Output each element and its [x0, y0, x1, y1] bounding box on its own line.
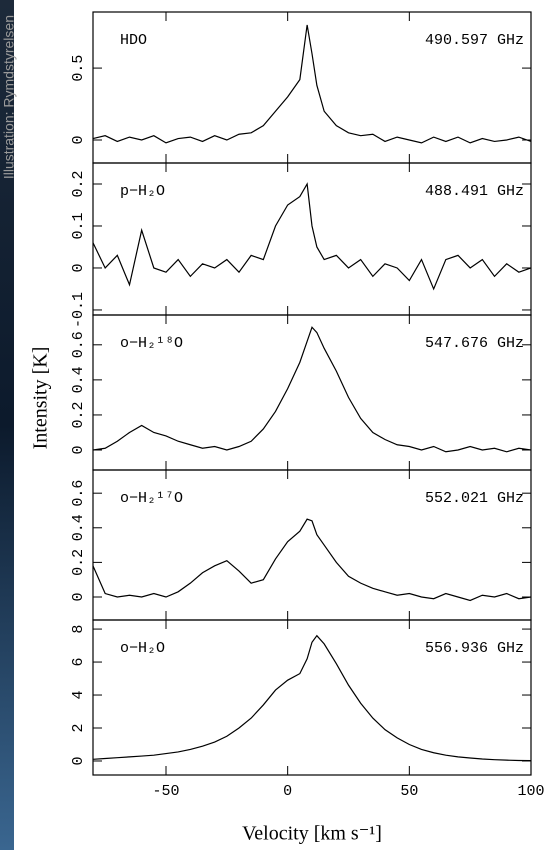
- panel-title: o−H₂¹⁸O: [120, 335, 183, 352]
- spectrum-line: [92, 326, 532, 453]
- y-tick-label: 0: [70, 592, 87, 601]
- y-tick-label: 0.2: [70, 549, 87, 576]
- y-tick-label: 0: [70, 446, 87, 455]
- y-tick-label: 0: [70, 135, 87, 144]
- credit: Illustration: Rymdstyrelsen: [1, 15, 17, 179]
- y-tick-label: 0.5: [70, 55, 87, 82]
- y-tick-label: 0.6: [70, 480, 87, 507]
- y-tick-label: 0.6: [70, 331, 87, 358]
- x-tick-label: 0: [283, 783, 292, 800]
- y-tick-label: 0: [70, 756, 87, 765]
- panel-frequency: 552.021 GHz: [425, 490, 524, 507]
- y-tick-label: 2: [70, 723, 87, 732]
- spectrum-line: [92, 24, 532, 144]
- x-axis-label: Velocity [km s⁻¹]: [242, 823, 382, 845]
- panel-title: p−H₂O: [120, 183, 165, 200]
- y-tick-label: 0.2: [70, 401, 87, 428]
- panel-title: o−H₂¹⁷O: [120, 490, 183, 507]
- panel-frequency: 490.597 GHz: [425, 32, 524, 49]
- y-tick-label: 0.1: [70, 212, 87, 239]
- background-image: [0, 0, 14, 850]
- panel-frequency: 547.676 GHz: [425, 335, 524, 352]
- panel-frequency: 556.936 GHz: [425, 640, 524, 657]
- y-tick-label: 0: [70, 263, 87, 272]
- y-tick-label: 6: [70, 658, 87, 667]
- panel-title: HDO: [120, 32, 147, 49]
- panel-frequency: 488.491 GHz: [425, 183, 524, 200]
- spectrum-line: [92, 634, 532, 762]
- y-tick-label: 0.2: [70, 170, 87, 197]
- y-tick-label: 0.4: [70, 514, 87, 541]
- spectrum-line: [92, 182, 532, 291]
- y-tick-label: 0.4: [70, 366, 87, 393]
- plot-frame: [92, 619, 532, 776]
- y-tick-label: 8: [70, 625, 87, 634]
- y-tick-label: -0.1: [70, 292, 87, 328]
- x-tick-label: 100: [517, 783, 544, 800]
- panel-title: o−H₂O: [120, 640, 165, 657]
- y-tick-label: 4: [70, 691, 87, 700]
- x-tick-label: 50: [400, 783, 418, 800]
- y-axis-label: Intensity [K]: [30, 347, 52, 450]
- x-tick-label: -50: [152, 783, 179, 800]
- spectrum-line: [92, 518, 532, 602]
